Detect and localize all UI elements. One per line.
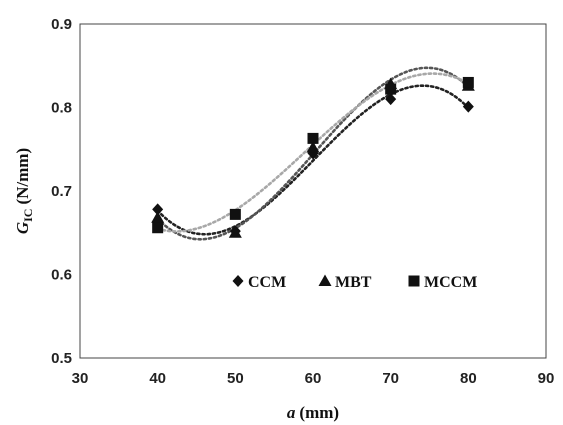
x-tick-label: 30 xyxy=(72,370,89,387)
data-point-mccm xyxy=(462,76,474,88)
x-tick-labels: 30 40 50 60 70 80 90 xyxy=(72,370,555,387)
data-point-ccm xyxy=(152,203,164,216)
y-axis-unit: (N/mm) xyxy=(13,148,32,205)
data-point-ccm xyxy=(462,100,474,113)
y-tick-label: 0.9 xyxy=(51,16,72,33)
data-point-mccm xyxy=(385,83,397,95)
x-axis-unit: (mm) xyxy=(299,403,339,422)
y-axis-symbol: G xyxy=(13,221,32,234)
legend: CCM MBT MCCM xyxy=(232,274,477,291)
legend-label-ccm: CCM xyxy=(248,274,286,291)
data-point-mbt xyxy=(151,211,165,223)
y-tick-label: 0.8 xyxy=(51,100,72,117)
data-markers xyxy=(151,76,475,238)
data-point-mccm xyxy=(152,222,164,234)
data-point-mbt xyxy=(228,226,242,238)
data-point-mccm xyxy=(307,132,319,144)
x-tick-label: 50 xyxy=(227,370,244,387)
data-point-ccm xyxy=(385,93,397,106)
x-tick-label: 80 xyxy=(460,370,477,387)
y-tick-label: 0.7 xyxy=(51,183,72,200)
legend-label-mccm: MCCM xyxy=(424,274,477,291)
x-tick-label: 70 xyxy=(382,370,399,387)
legend-marker-ccm xyxy=(232,275,244,287)
plot-area xyxy=(79,23,547,359)
y-tick-label: 0.6 xyxy=(51,267,72,284)
data-point-mccm xyxy=(229,208,241,220)
x-tick-label: 40 xyxy=(149,370,166,387)
x-axis-symbol: a xyxy=(287,403,296,422)
legend-marker-mbt xyxy=(318,274,332,286)
trendline-ccm xyxy=(156,84,470,236)
x-axis-title: a (mm) xyxy=(287,403,339,422)
data-point-mbt xyxy=(306,141,320,153)
y-tick-label: 0.5 xyxy=(51,350,72,367)
x-tick-label: 60 xyxy=(305,370,322,387)
y-axis-title: GIC (N/mm) xyxy=(13,148,35,234)
y-tick-labels: 0.5 0.6 0.7 0.8 0.9 xyxy=(51,16,72,367)
legend-marker-mccm xyxy=(408,275,420,287)
legend-label-mbt: MBT xyxy=(335,274,372,291)
y-axis-subscript: IC xyxy=(21,209,35,222)
x-tick-label: 90 xyxy=(538,370,555,387)
